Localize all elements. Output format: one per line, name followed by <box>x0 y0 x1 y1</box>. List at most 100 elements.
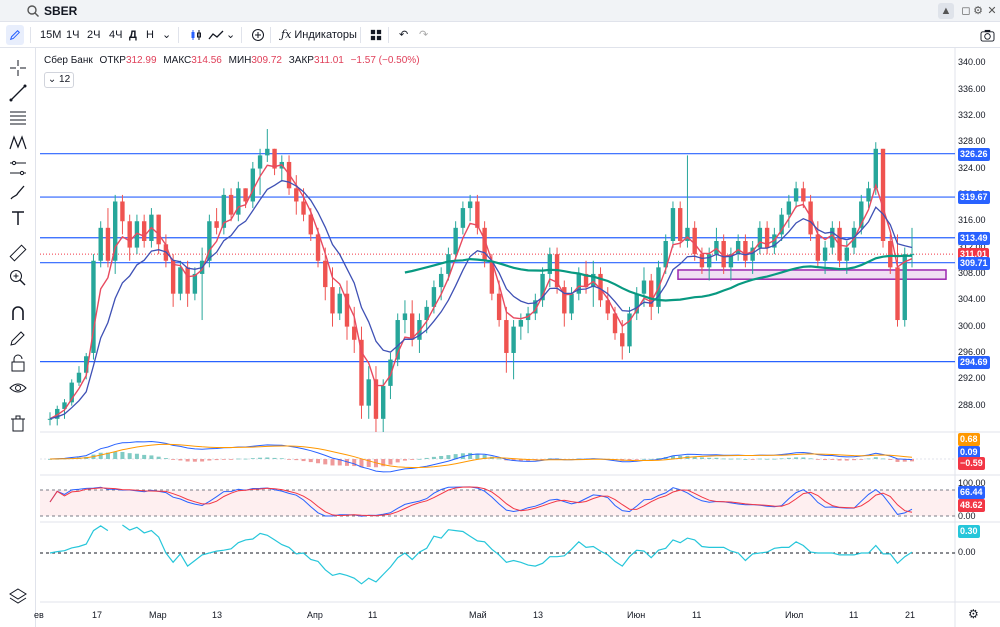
compare-plus-icon[interactable] <box>248 25 268 45</box>
macd-histogram-bar <box>424 457 429 459</box>
lock-pencil-icon[interactable] <box>8 328 28 348</box>
search-icon[interactable] <box>26 4 40 18</box>
macd-histogram-bar <box>910 459 914 462</box>
candle-body <box>895 267 900 321</box>
candle-body <box>533 300 538 314</box>
low-label: МИН <box>228 55 252 66</box>
support-zone-rect <box>677 269 947 280</box>
restore-icon[interactable]: ◻ <box>961 5 971 17</box>
fib-lines-icon[interactable] <box>8 108 28 128</box>
zoom-in-icon[interactable] <box>8 268 28 288</box>
candle-body <box>793 188 799 202</box>
change-value: −1.57 (−0.50%) <box>350 55 420 66</box>
interval-15m[interactable]: 15М <box>40 29 62 41</box>
stoch-tag-label: 48.62 <box>958 499 985 512</box>
price-tick-label: 312.00 <box>958 241 986 252</box>
interval-week[interactable]: Н <box>146 29 154 41</box>
pattern-icon[interactable] <box>8 133 28 153</box>
macd-histogram-bar <box>707 457 712 459</box>
open-value: 312.99 <box>125 55 157 66</box>
lock-icon[interactable] <box>8 353 28 373</box>
candles-icon[interactable] <box>186 25 206 45</box>
layers-icon[interactable] <box>8 586 28 606</box>
macd-histogram-bar <box>786 457 791 459</box>
candle-body <box>888 241 893 268</box>
macd-signal-line <box>49 443 913 468</box>
candle-body <box>453 227 458 255</box>
trend-line-icon[interactable] <box>8 83 28 103</box>
price-tick-label: 316.00 <box>958 215 986 226</box>
text-icon[interactable] <box>8 208 28 228</box>
candle-body <box>460 208 466 228</box>
macd-histogram-bar <box>221 459 226 460</box>
candle-body <box>880 148 886 241</box>
macd-histogram-bar <box>475 453 480 459</box>
macd-histogram-bar <box>287 459 292 460</box>
top-toolbar: 15М 1Ч 2Ч 4Ч Д Н ⌄ ⌄ ƒx Индикаторы ↶ ↷ <box>0 22 1000 48</box>
macd-histogram-bar <box>105 452 110 459</box>
symbol-name[interactable]: SBER <box>44 4 78 18</box>
candle-body <box>47 418 53 420</box>
time-tick-label: Мар <box>149 610 167 620</box>
ma-slow-line <box>49 179 913 420</box>
trash-icon[interactable] <box>8 413 28 433</box>
candle-body <box>678 208 683 241</box>
macd-histogram-bar <box>142 454 147 459</box>
layout-grid-icon[interactable] <box>367 25 385 45</box>
chevron-down-icon[interactable]: ⌄ <box>226 29 236 41</box>
candle-body <box>779 214 784 235</box>
settings-icon[interactable]: ⚙ <box>973 5 983 17</box>
pencil-icon[interactable] <box>6 25 24 45</box>
candle-body <box>207 221 212 261</box>
macd-histogram-bar <box>670 455 675 459</box>
interval-day[interactable]: Д <box>129 29 137 41</box>
ruler-icon[interactable] <box>8 243 28 263</box>
candle-body <box>547 254 553 274</box>
macd-histogram-bar <box>482 454 487 459</box>
chevron-up-icon[interactable]: ▲ <box>938 3 954 19</box>
camera-icon[interactable] <box>977 25 998 45</box>
stoch-tag-label: 66.44 <box>958 486 985 499</box>
candle-body <box>576 273 581 294</box>
prediction-icon[interactable] <box>8 158 28 178</box>
redo-icon[interactable]: ↷ <box>419 29 429 41</box>
crosshair-icon[interactable] <box>8 58 28 78</box>
interval-1h[interactable]: 1Ч <box>66 29 80 41</box>
macd-histogram-bar <box>721 458 726 460</box>
price-tick-label: 332.00 <box>958 109 986 120</box>
chevron-down-icon[interactable]: ⌄ <box>162 29 172 41</box>
macd-histogram-bar <box>381 459 386 467</box>
macd-tag-label: −0.59 <box>958 457 985 470</box>
macd-histogram-bar <box>873 457 878 459</box>
candle-body <box>323 260 328 288</box>
macd-histogram-bar <box>316 459 321 464</box>
price-tick-label: 308.00 <box>958 267 986 278</box>
interval-4h[interactable]: 4Ч <box>109 29 123 41</box>
time-tick-label: 17 <box>92 610 103 620</box>
close-icon[interactable]: ✕ <box>987 5 997 17</box>
indicators-toggle[interactable]: ⌄ 12 <box>44 72 74 88</box>
macd-histogram-bar <box>830 459 835 460</box>
brush-icon[interactable] <box>8 183 28 203</box>
indicators-button[interactable]: ƒx Индикаторы <box>278 25 360 45</box>
gear-icon[interactable]: ⚙ <box>968 607 979 621</box>
candle-body <box>344 293 350 327</box>
magnet-icon[interactable] <box>8 303 28 323</box>
interval-2h[interactable]: 2Ч <box>87 29 101 41</box>
candle-body <box>612 313 618 334</box>
price-tag-label: 313.49 <box>958 231 990 245</box>
macd-histogram-bar <box>866 458 871 460</box>
macd-histogram-bar <box>127 453 132 459</box>
candle-body <box>750 247 755 261</box>
line-chart-icon[interactable] <box>205 25 227 45</box>
candle-body <box>156 214 161 245</box>
candle-body <box>192 273 198 294</box>
macd-histogram-bar <box>765 458 770 460</box>
eye-icon[interactable] <box>8 378 28 398</box>
undo-icon[interactable]: ↶ <box>399 29 409 41</box>
macd-histogram-bar <box>895 459 900 462</box>
candle-body <box>518 320 524 327</box>
macd-histogram-bar <box>728 458 733 460</box>
indicators-label: Индикаторы <box>294 29 357 41</box>
